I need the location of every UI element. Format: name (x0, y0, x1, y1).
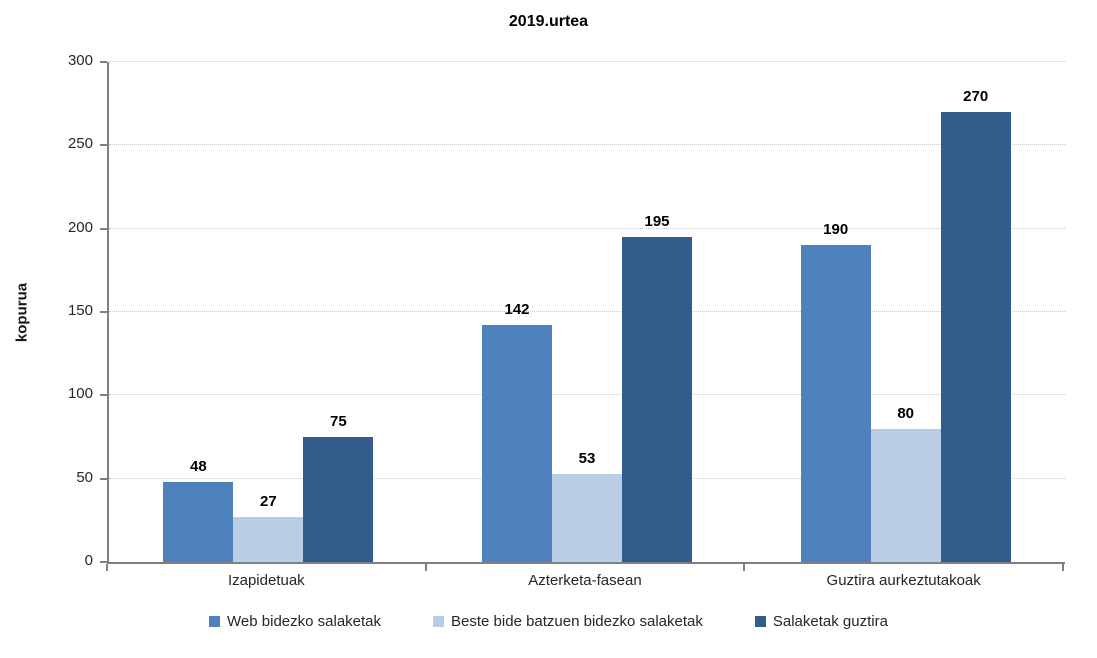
gridline (109, 227, 1065, 229)
bar (163, 482, 234, 562)
legend-swatch (433, 616, 445, 627)
legend-item: Salaketak guztira (754, 613, 888, 630)
legend-swatch (754, 616, 766, 627)
x-category-label: Guztira aurkeztutakoak (826, 572, 981, 589)
legend-item: Beste bide batzuen bidezko salaketak (433, 613, 703, 630)
bar (622, 237, 692, 562)
legend-item: Web bidezko salaketak (209, 613, 381, 630)
y-tick-label: 250 (67, 135, 93, 153)
y-tick-label: 0 (84, 552, 93, 569)
y-axis-tick (100, 477, 107, 480)
gridline (109, 394, 1065, 396)
legend-swatch (209, 616, 221, 627)
y-axis-tick (100, 394, 107, 397)
bar (482, 325, 552, 562)
bar-value-label: 53 (578, 449, 596, 467)
bar-value-label: 27 (259, 493, 277, 510)
bar (233, 517, 304, 562)
y-tick-label: 150 (67, 302, 93, 319)
bar (303, 437, 374, 562)
y-axis-title: kopurua (13, 282, 31, 343)
x-axis-tick (424, 564, 427, 571)
legend-label: Beste bide batzuen bidezko salaketak (451, 613, 703, 630)
bar (870, 428, 941, 562)
bar-value-label: 270 (963, 88, 989, 105)
y-tick-label: 50 (76, 468, 93, 486)
bar-value-label: 48 (189, 458, 207, 475)
x-axis-tick (1062, 564, 1064, 571)
plot-area: 48 142 190 27 53 80 75 195 270 (107, 61, 1065, 564)
x-category-label: Azterketa-fasean (528, 572, 642, 589)
x-axis-tick (106, 564, 108, 571)
bar-value-label: 80 (897, 404, 914, 422)
bar (552, 473, 622, 562)
gridline (109, 144, 1065, 146)
y-tick-label: 300 (67, 52, 93, 69)
bar-value-label: 142 (504, 301, 530, 319)
x-axis-tick (743, 564, 746, 571)
chart-title: 2019.urtea (508, 13, 589, 30)
y-tick-label: 200 (67, 218, 93, 236)
y-axis-tick (100, 227, 107, 230)
x-category-label: Izapidetuak (227, 572, 305, 589)
gridline (109, 311, 1065, 312)
y-tick-label: 100 (67, 385, 93, 403)
gridline (109, 61, 1065, 62)
legend-label: Salaketak guztira (772, 613, 888, 630)
y-axis-tick (100, 311, 107, 313)
bar-value-label: 75 (329, 413, 347, 430)
legend-label: Web bidezko salaketak (227, 613, 382, 630)
y-axis-tick (100, 61, 107, 63)
y-axis-tick (100, 144, 107, 147)
bar (940, 112, 1011, 562)
bar-value-label: 190 (823, 221, 849, 239)
legend: Web bidezko salaketak Beste bide batzuen … (0, 613, 1097, 630)
y-axis-tick (100, 561, 107, 563)
bar (800, 245, 871, 562)
bar-value-label: 195 (644, 213, 670, 230)
